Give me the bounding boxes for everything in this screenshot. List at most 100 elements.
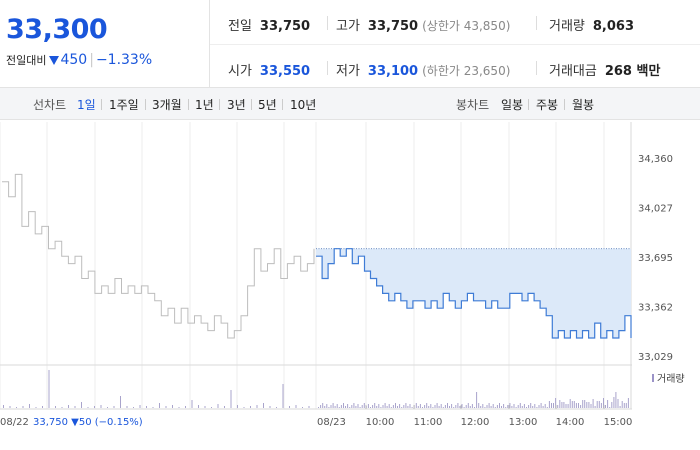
volume-bar (380, 407, 382, 408)
volume-bar (607, 400, 609, 408)
volume-bar (403, 405, 405, 408)
volume-bar (243, 407, 245, 408)
volume-bar (289, 406, 290, 408)
high: 고가 33,750 (상한가 43,850) (336, 15, 510, 34)
volume-bar (392, 405, 394, 408)
prev-close-value: 33,750 (259, 19, 311, 34)
trade-amount-value: 268 백만 (604, 64, 661, 79)
volume-bar (411, 407, 413, 408)
chart-toolbar: 선차트 1일 1주일 3개월 1년 3년 5년 10년 봉차트 일봉 주봉 월봉 (0, 88, 700, 120)
monthly-candle-tab[interactable]: 월봉 (572, 98, 595, 112)
volume-bar (343, 403, 344, 408)
stats-row-divider (210, 44, 700, 45)
divider (536, 16, 537, 30)
volume-bar (347, 404, 349, 408)
y-tick-label: 33,695 (638, 253, 673, 264)
divider (101, 99, 102, 110)
volume-bar (501, 406, 502, 408)
previous-day-series (2, 173, 315, 339)
period-1d-tab[interactable]: 1일 (77, 98, 96, 112)
volume-bar (211, 407, 212, 408)
daily-candle-tab[interactable]: 일봉 (501, 98, 524, 112)
volume-bar (553, 403, 554, 408)
price-line (316, 248, 632, 339)
divider (219, 99, 220, 110)
volume-legend-swatch (652, 374, 654, 382)
volume-bar (578, 403, 579, 408)
volume-bar (395, 403, 396, 408)
volume-bar (326, 404, 328, 408)
volume-bar (590, 404, 592, 408)
y-tick-label: 34,027 (638, 204, 673, 215)
volume-bar (492, 404, 494, 408)
volume-bar (538, 405, 540, 408)
period-5y-tab[interactable]: 5년 (258, 98, 277, 112)
change-percent: −1.33% (95, 52, 153, 68)
volume-bar (494, 407, 496, 408)
volume-bar (611, 402, 613, 408)
period-1y-tab[interactable]: 1년 (195, 98, 214, 112)
low-label: 저가 (336, 64, 360, 79)
volume-bar (459, 406, 461, 408)
period-10y-tab[interactable]: 10년 (290, 98, 317, 112)
volume-bar (478, 403, 480, 408)
volume-bar (376, 406, 378, 408)
volume-bar (523, 404, 525, 408)
volume-bar (594, 406, 596, 408)
weekly-candle-tab[interactable]: 주봉 (536, 98, 559, 112)
volume-bar (532, 406, 534, 408)
volume-bar (430, 404, 432, 408)
volume-bar (546, 407, 548, 408)
volume-bar (152, 407, 154, 408)
volume-bar (517, 405, 519, 408)
y-tick-label: 33,362 (638, 302, 673, 313)
trade-amount: 거래대금 268 백만 (549, 60, 660, 79)
divider (188, 99, 189, 110)
low-value: 33,100 (367, 64, 419, 79)
volume-bar (361, 405, 363, 408)
volume-bar (338, 407, 340, 408)
x-tick-label: 11:00 (414, 417, 443, 428)
volume-bar (584, 400, 586, 408)
volume-bar (555, 398, 557, 408)
volume-bar (451, 404, 453, 408)
volume-bar (399, 404, 401, 408)
volume-bar (94, 406, 95, 408)
period-1w-tab[interactable]: 1주일 (109, 98, 139, 112)
volume-bar (528, 405, 530, 408)
volume-bar (598, 401, 600, 408)
y-axis-ticks: 34,360 34,027 33,695 33,362 33,029 (638, 154, 673, 363)
divider (251, 99, 252, 110)
volume-bar (401, 407, 403, 408)
x-tick-label: 13:00 (509, 417, 538, 428)
period-3y-tab[interactable]: 3년 (227, 98, 246, 112)
volume-bar (351, 405, 353, 408)
change-row: 전일대비 450 | −1.33% (6, 52, 152, 68)
high-value: 33,750 (367, 19, 419, 34)
volume-bar (405, 403, 407, 408)
volume-bar (496, 405, 498, 408)
volume-bar (340, 405, 342, 408)
volume-bar (582, 400, 584, 408)
chart-grid (0, 122, 632, 409)
volume-bar (540, 403, 542, 408)
volume-bar (519, 403, 521, 408)
volume-bar (565, 404, 567, 408)
period-3m-tab[interactable]: 3개월 (152, 98, 182, 112)
volume-bar (557, 405, 559, 408)
volume-bar (133, 407, 134, 408)
volume-bar (544, 404, 546, 408)
volume-bar (237, 405, 238, 408)
line-chart-label: 선차트 (33, 98, 67, 112)
volume-bar (276, 407, 277, 408)
volume: 거래량 8,063 (549, 15, 634, 34)
volume-bar (467, 403, 469, 408)
volume-bar (542, 406, 544, 408)
trade-amount-label: 거래대금 (549, 64, 597, 79)
volume-bar (178, 407, 180, 408)
volume-bar (424, 405, 426, 408)
volume-bar (372, 405, 374, 408)
volume-bar (534, 404, 536, 408)
volume-bar (139, 405, 141, 408)
volume-bar (469, 406, 471, 408)
